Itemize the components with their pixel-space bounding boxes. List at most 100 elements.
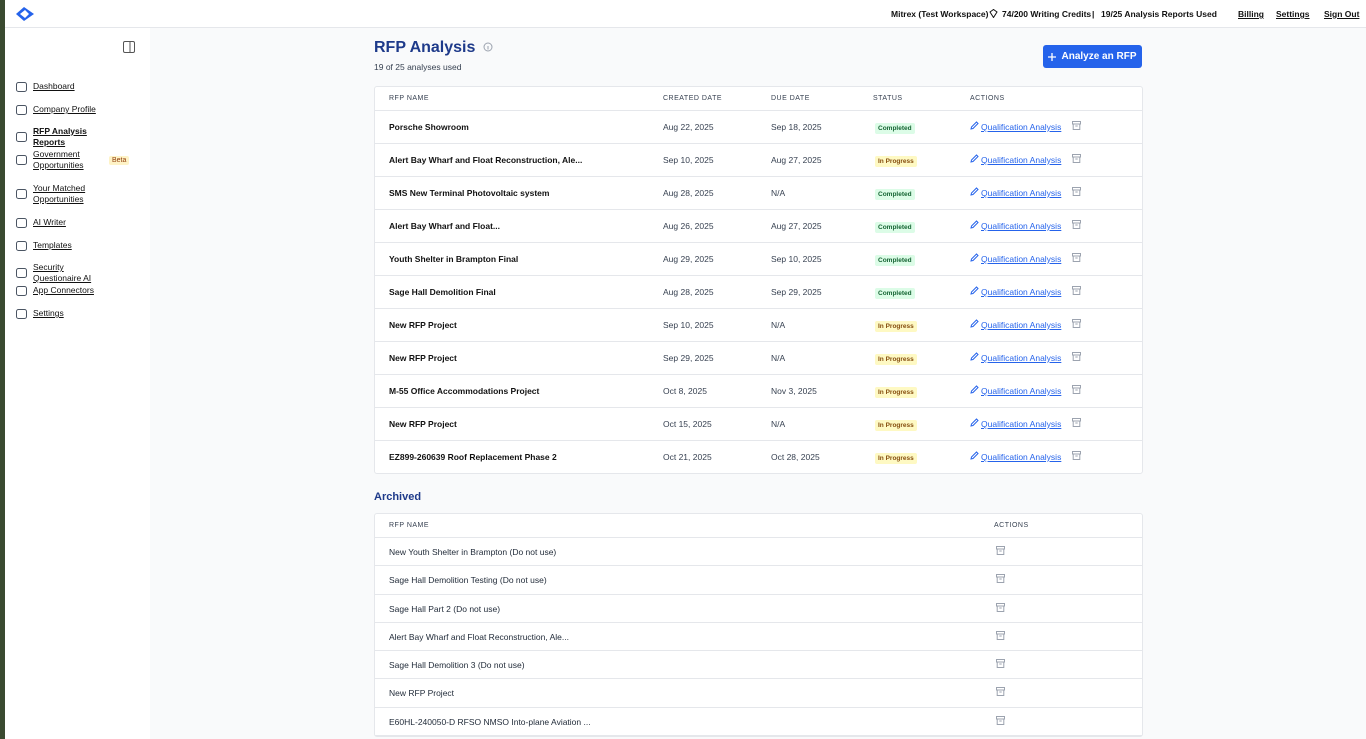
unarchive-button-svg: [996, 546, 1005, 555]
nav-item[interactable]: Templates: [16, 240, 146, 251]
unarchive-button[interactable]: [996, 574, 1005, 585]
info-icon[interactable]: [483, 42, 493, 52]
unarchive-button[interactable]: [996, 659, 1005, 670]
unarchive-button[interactable]: [996, 546, 1005, 557]
qualification-link[interactable]: Qualification Analysis: [981, 320, 1062, 330]
due-date: Oct 28, 2025: [771, 452, 820, 462]
column-header: CREATED DATE: [663, 95, 723, 102]
nav-item[interactable]: Your Matched Opportunities: [16, 183, 146, 205]
nav-item[interactable]: Security Questionaire AI: [16, 262, 146, 284]
status-badge: In Progress: [875, 354, 917, 365]
nav-icon: [16, 189, 27, 199]
billing-link[interactable]: Billing: [1238, 9, 1264, 19]
nav-label: RFP Analysis Reports: [33, 126, 87, 147]
nav-icon-svg: [16, 308, 27, 319]
nav-item[interactable]: Settings: [16, 308, 146, 319]
table-row: Sage Hall Demolition Testing (Do not use…: [375, 566, 1142, 595]
nav-label: Your Matched Opportunities: [33, 183, 86, 204]
archive-button[interactable]: [1072, 253, 1081, 264]
status-badge: Completed: [875, 189, 915, 200]
top-bar: Mitrex (Test Workspace) 74/200 Writing C…: [5, 0, 1366, 28]
status-badge: In Progress: [875, 387, 917, 398]
table-row: SMS New Terminal Photovoltaic system Aug …: [375, 177, 1142, 210]
edit-icon: [970, 451, 979, 462]
nav-item[interactable]: Dashboard: [16, 81, 146, 92]
qualification-link[interactable]: Qualification Analysis: [981, 452, 1062, 462]
qualification-link[interactable]: Qualification Analysis: [981, 188, 1062, 198]
qualification-link[interactable]: Qualification Analysis: [981, 419, 1062, 429]
column-header: DUE DATE: [771, 95, 810, 102]
settings-link[interactable]: Settings: [1276, 9, 1310, 19]
archive-button-svg: [1072, 385, 1081, 394]
archive-button[interactable]: [1072, 187, 1081, 198]
nav-item[interactable]: App Connectors: [16, 285, 146, 296]
archive-button[interactable]: [1072, 121, 1081, 132]
nav-label: Settings: [33, 308, 64, 318]
rfp-name: Alert Bay Wharf and Float Reconstruction…: [389, 155, 583, 165]
table-row: Alert Bay Wharf and Float Reconstruction…: [375, 623, 1142, 652]
edit-icon-svg: [970, 451, 979, 460]
archive-button[interactable]: [1072, 418, 1081, 429]
table-row: New RFP Project: [375, 679, 1142, 708]
qualification-link[interactable]: Qualification Analysis: [981, 155, 1062, 165]
nav-item[interactable]: Government Opportunities: [16, 149, 146, 171]
archive-button[interactable]: [1072, 220, 1081, 231]
unarchive-button[interactable]: [996, 687, 1005, 698]
unarchive-button[interactable]: [996, 715, 1005, 727]
qualification-link[interactable]: Qualification Analysis: [981, 254, 1062, 264]
status-badge: Completed: [875, 255, 915, 266]
edit-icon-svg: [970, 352, 979, 361]
nav-icon: [16, 217, 27, 228]
status-badge: In Progress: [875, 420, 917, 431]
archive-button[interactable]: [1072, 385, 1081, 396]
nav-label: Security Questionaire AI: [33, 262, 92, 283]
unarchive-button[interactable]: [996, 630, 1005, 642]
table-row: Alert Bay Wharf and Float... Aug 26, 2025…: [375, 210, 1142, 243]
nav-item[interactable]: Company Profile: [16, 104, 146, 115]
archive-button[interactable]: [1072, 319, 1081, 330]
rfp-table: RFP NAME CREATED DATE DUE DATE STATUS ACTION…: [374, 86, 1143, 474]
nav-icon-svg: [16, 81, 27, 92]
app: Mitrex (Test Workspace) 74/200 Writing C…: [5, 0, 1366, 739]
qualification-link[interactable]: Qualification Analysis: [981, 221, 1062, 231]
table-row: New Youth Shelter in Brampton (Do not us…: [375, 538, 1142, 567]
rfp-name: SMS New Terminal Photovoltaic system: [389, 188, 550, 198]
archive-button[interactable]: [1072, 451, 1081, 462]
edit-icon: [970, 253, 979, 264]
nav-icon: [16, 285, 27, 296]
nav-icon: [16, 155, 27, 165]
rfp-name: New RFP Project: [389, 419, 457, 429]
archive-button[interactable]: [1072, 154, 1081, 165]
qualification-link[interactable]: Qualification Analysis: [981, 122, 1062, 132]
qualification-link[interactable]: Qualification Analysis: [981, 287, 1062, 297]
archive-button[interactable]: [1072, 286, 1081, 297]
analyze-button[interactable]: Analyze an RFP: [1043, 45, 1142, 68]
edit-icon: [970, 352, 979, 363]
logo[interactable]: [14, 6, 36, 22]
sign-out-link[interactable]: Sign Out: [1324, 9, 1360, 19]
nav-icon-svg: [16, 217, 27, 228]
reports-used: 19/25 Analysis Reports Used: [1101, 9, 1217, 19]
qualification-link[interactable]: Qualification Analysis: [981, 353, 1062, 363]
rfp-name: Porsche Showroom: [389, 122, 469, 132]
archive-button[interactable]: [1072, 352, 1081, 363]
nav-icon: [16, 132, 27, 142]
column-header: STATUS: [873, 95, 903, 102]
qualification-link[interactable]: Qualification Analysis: [981, 386, 1062, 396]
nav-label: AI Writer: [33, 217, 66, 227]
nav-icon: [16, 268, 27, 278]
rfp-name: EZ899-260639 Roof Replacement Phase 2: [389, 452, 557, 462]
collapse-button[interactable]: [123, 41, 135, 53]
archive-button-svg: [1072, 286, 1081, 295]
archive-button-svg: [1072, 319, 1081, 328]
due-date: N/A: [771, 320, 786, 330]
due-date: N/A: [771, 419, 786, 429]
nav-item[interactable]: RFP Analysis Reports: [16, 126, 146, 148]
unarchive-button[interactable]: [996, 602, 1005, 614]
edit-icon-svg: [970, 319, 979, 328]
nav-item[interactable]: AI Writer: [16, 217, 146, 228]
plus-icon: [1048, 52, 1057, 61]
table-row: Sage Hall Demolition Final Aug 28, 2025 Se…: [375, 276, 1142, 309]
beta-badge: Beta: [109, 156, 130, 165]
created-date: Aug 28, 2025: [663, 188, 714, 198]
